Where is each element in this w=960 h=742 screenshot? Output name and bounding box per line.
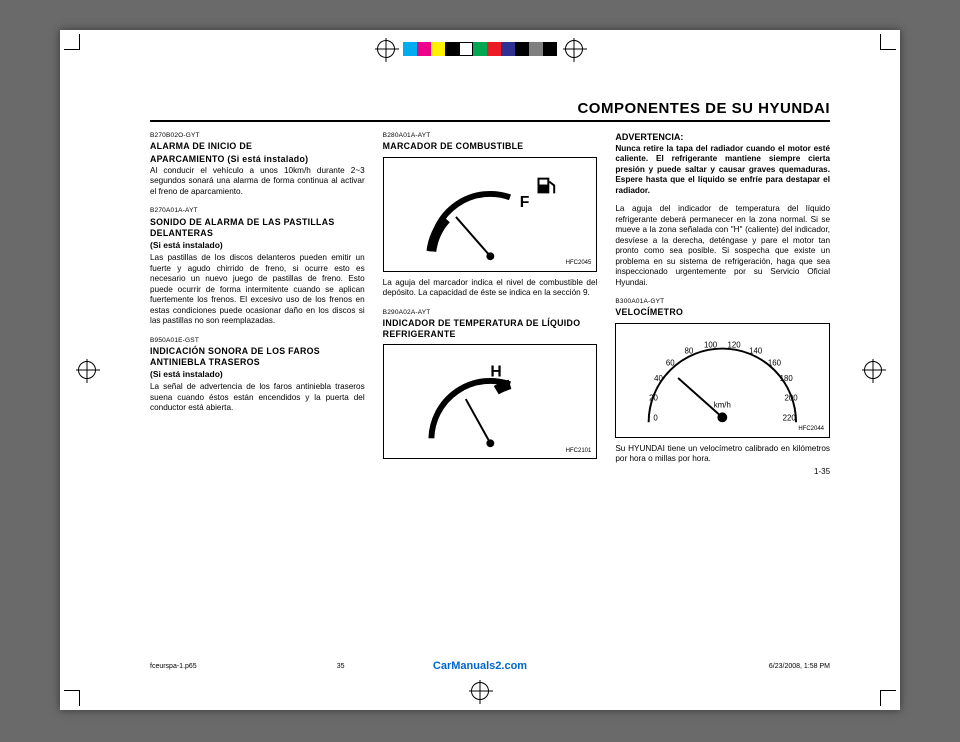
- registration-top: [369, 40, 591, 58]
- section-code: B270B02O-GYT: [150, 132, 365, 140]
- figure-label: HFC2044: [798, 426, 824, 434]
- footer-date: 6/23/2008, 1:58 PM: [769, 663, 830, 670]
- crop-mark: [880, 34, 896, 50]
- crop-mark: [880, 690, 896, 706]
- column-3: ADVERTENCIA: Nunca retire la tapa del ra…: [615, 132, 830, 477]
- section-body: La aguja del marcador indica el nivel de…: [383, 278, 598, 299]
- registration-left: [70, 361, 104, 379]
- section-heading: INDICACIÓN SONORA DE LOS FAROS ANTINIEBL…: [150, 346, 365, 369]
- registration-icon: [471, 682, 489, 700]
- fuel-gauge-figure: F HFC2045: [383, 157, 598, 272]
- section-code: B280A01A-AYT: [383, 132, 598, 140]
- page-title: COMPONENTES DE SU HYUNDAI: [150, 100, 830, 122]
- crop-mark: [64, 34, 80, 50]
- section-subheading: (Si está instalado): [150, 240, 365, 251]
- section-heading: APARCAMIENTO (Si está instalado): [150, 154, 365, 165]
- svg-text:20: 20: [650, 393, 659, 402]
- svg-text:140: 140: [750, 346, 764, 355]
- figure-label: HFC2045: [566, 260, 592, 268]
- registration-icon: [864, 361, 882, 379]
- footer-page: 35: [337, 663, 345, 670]
- svg-text:0: 0: [654, 413, 659, 422]
- svg-text:220: 220: [783, 413, 797, 422]
- figure-label: HFC2101: [566, 448, 592, 456]
- section-code: B290A02A-AYT: [383, 309, 598, 317]
- fuel-gauge-icon: F: [384, 158, 597, 271]
- svg-text:60: 60: [666, 358, 675, 367]
- section-subheading: (Si está instalado): [150, 369, 365, 380]
- watermark: CarManuals2.com: [433, 660, 527, 672]
- section-heading: INDICADOR DE TEMPERATURA DE LÍQUIDO REFR…: [383, 318, 598, 341]
- speedometer-icon: 0 20 40 60 80 100 120 140 160 180 200 22…: [616, 324, 829, 437]
- section-code: B270A01A-AYT: [150, 207, 365, 215]
- section-body: Su HYUNDAI tiene un velocímetro calibrad…: [615, 444, 830, 465]
- unit-label: km/h: [714, 400, 731, 409]
- section-heading: ALARMA DE INICIO DE: [150, 141, 365, 152]
- section-code: B300A01A-GYT: [615, 298, 830, 306]
- color-swatches: [403, 42, 557, 56]
- svg-text:120: 120: [728, 340, 742, 349]
- section-body: Al conducir el vehículo a unos 10km/h du…: [150, 166, 365, 198]
- temp-gauge-icon: H: [384, 345, 597, 458]
- crop-mark: [64, 690, 80, 706]
- page-number: 1-35: [615, 467, 830, 477]
- section-code: B950A01E-GST: [150, 337, 365, 345]
- column-1: B270B02O-GYT ALARMA DE INICIO DE APARCAM…: [150, 132, 365, 477]
- svg-text:100: 100: [704, 340, 718, 349]
- registration-bottom: [463, 682, 497, 700]
- column-2: B280A01A-AYT MARCADOR DE COMBUSTIBLE F: [383, 132, 598, 477]
- warning-title: ADVERTENCIA:: [615, 132, 830, 144]
- section-body: Las pastillas de los discos delanteros p…: [150, 253, 365, 327]
- svg-text:180: 180: [780, 374, 794, 383]
- registration-icon: [565, 40, 583, 58]
- svg-text:80: 80: [685, 346, 694, 355]
- section-heading: VELOCÍMETRO: [615, 307, 830, 318]
- registration-icon: [78, 361, 96, 379]
- svg-text:40: 40: [654, 374, 663, 383]
- section-heading: SONIDO DE ALARMA DE LAS PASTILLAS DELANT…: [150, 217, 365, 240]
- gauge-letter: H: [490, 364, 501, 381]
- registration-right: [856, 361, 890, 379]
- section-body: La señal de advertencia de los faros ant…: [150, 382, 365, 414]
- svg-text:200: 200: [785, 393, 799, 402]
- columns: B270B02O-GYT ALARMA DE INICIO DE APARCAM…: [150, 132, 830, 477]
- temp-gauge-figure: H HFC2101: [383, 344, 598, 459]
- speedometer-figure: 0 20 40 60 80 100 120 140 160 180 200 22…: [615, 323, 830, 438]
- section-heading: MARCADOR DE COMBUSTIBLE: [383, 141, 598, 152]
- page: COMPONENTES DE SU HYUNDAI B270B02O-GYT A…: [60, 30, 900, 710]
- svg-text:160: 160: [768, 358, 782, 367]
- warning-body: Nunca retire la tapa del radiador cuando…: [615, 144, 830, 197]
- section-body: La aguja del indicador de temperatura de…: [615, 204, 830, 288]
- registration-icon: [377, 40, 395, 58]
- footer-filename: fceurspa-1.p65: [150, 663, 197, 670]
- gauge-letter: F: [519, 194, 529, 211]
- content-area: COMPONENTES DE SU HYUNDAI B270B02O-GYT A…: [150, 100, 830, 640]
